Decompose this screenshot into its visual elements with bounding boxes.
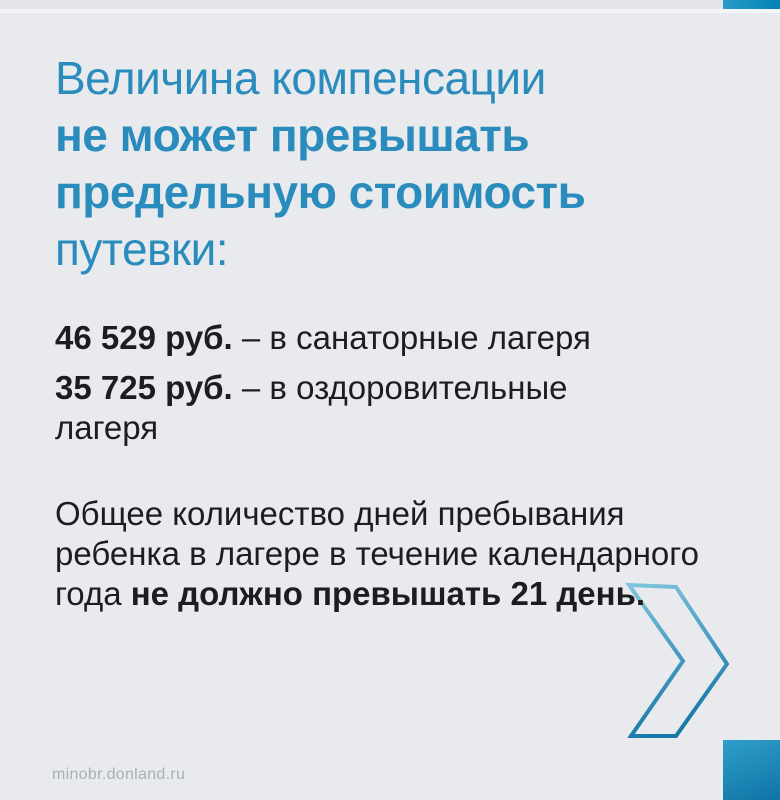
- price-item-sanatorium: 46 529 руб. – в санаторные лагеря: [55, 318, 675, 358]
- page-title: Величина компенсации не может превышать …: [55, 50, 695, 278]
- footer-site-url: minobr.donland.ru: [52, 766, 186, 783]
- chevron-right-icon: [625, 582, 730, 738]
- note-regular-text: Общее количество дней пребывания ребенка…: [55, 495, 699, 612]
- bottom-right-accent-square: [723, 740, 780, 800]
- top-strip-highlight: [0, 9, 780, 13]
- title-line-1: Величина компенсации: [55, 52, 546, 104]
- note-bold-text: не должно превышать 21 день.: [130, 575, 646, 612]
- price-description-health: – в оздоровительные лагеря: [55, 369, 568, 446]
- title-line-3: предельную стоимость: [55, 166, 586, 218]
- title-line-4: путевки:: [55, 223, 229, 275]
- price-description-sanatorium: – в санаторные лагеря: [232, 319, 591, 356]
- top-right-accent-bar: [723, 0, 780, 9]
- top-strip: [0, 0, 780, 9]
- price-amount-sanatorium: 46 529 руб.: [55, 319, 233, 356]
- price-list: 46 529 руб. – в санаторные лагеря 35 725…: [55, 318, 675, 458]
- title-line-2: не может превышать: [55, 109, 530, 161]
- note-paragraph: Общее количество дней пребывания ребенка…: [55, 494, 740, 614]
- price-item-health: 35 725 руб. – в оздоровительные лагеря: [55, 368, 675, 448]
- price-amount-health: 35 725 руб.: [55, 369, 233, 406]
